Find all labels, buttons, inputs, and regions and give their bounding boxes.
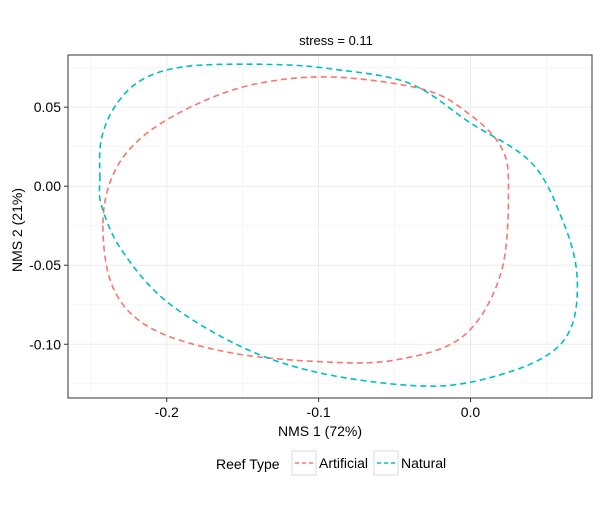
y-axis-title: NMS 2 (21%) <box>9 188 25 272</box>
ellipse-natural <box>98 63 579 387</box>
panel-border <box>67 54 593 399</box>
grid-major <box>68 55 592 398</box>
y-tick-label: -0.10 <box>29 336 61 352</box>
y-tick-label: 0.00 <box>34 178 61 194</box>
x-axis: -0.2 -0.1 0.0 <box>155 398 481 420</box>
legend: Reef Type Artificial Natural <box>216 450 446 476</box>
series-layer <box>98 63 579 387</box>
y-tick-label: 0.05 <box>34 99 61 115</box>
x-tick-label: -0.2 <box>155 404 179 420</box>
legend-items: Artificial Natural <box>291 450 446 476</box>
panel-background <box>68 55 592 398</box>
plot-panel <box>67 54 593 399</box>
legend-label: Artificial <box>319 455 368 471</box>
y-tick-label: -0.05 <box>29 257 61 273</box>
x-tick-label: 0.0 <box>461 404 481 420</box>
plot-title: stress = 0.11 <box>299 33 373 48</box>
legend-item-natural: Natural <box>373 450 446 476</box>
y-axis: -0.10 -0.05 0.00 0.05 <box>29 99 68 352</box>
x-axis-title: NMS 1 (72%) <box>278 423 362 439</box>
legend-item-artificial: Artificial <box>291 450 368 476</box>
legend-title: Reef Type <box>216 456 280 472</box>
legend-label: Natural <box>401 455 446 471</box>
grid-minor <box>68 55 592 398</box>
ellipse-artificial <box>102 76 510 364</box>
x-tick-label: -0.1 <box>307 404 331 420</box>
